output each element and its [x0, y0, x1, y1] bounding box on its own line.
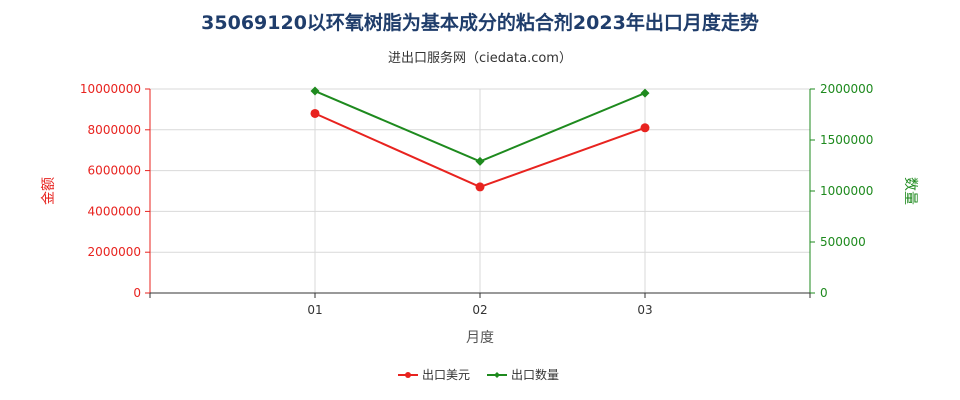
y-axis-label-left: 金额: [41, 177, 57, 205]
y-tick-left-label: 6000000: [88, 164, 141, 178]
y-axis-label-right: 数量: [902, 177, 918, 205]
legend-marker: [494, 372, 500, 378]
y-tick-left-label: 4000000: [88, 204, 141, 218]
legend-label: 出口美元: [422, 368, 470, 382]
y-tick-right-label: 2000000: [820, 82, 873, 96]
y-tick-right-label: 1500000: [820, 133, 873, 147]
legend: 出口美元 出口数量: [398, 367, 559, 382]
y-tick-left-label: 8000000: [88, 123, 141, 137]
x-axis-label: 月度: [466, 330, 494, 346]
y-tick-right-label: 1000000: [820, 184, 873, 198]
tick-labels: 0 2000000 4000000 6000000 8000000 10000000 0 50…: [80, 82, 874, 317]
x-tick-label: 03: [637, 303, 652, 317]
data-point-quantity: [640, 88, 650, 98]
data-point-amount: [640, 123, 650, 133]
y-tick-left-label: 2000000: [88, 245, 141, 259]
legend-marker: [405, 372, 411, 378]
chart-subtitle: 进出口服务网（ciedata.com）: [388, 50, 572, 66]
y-tick-left-label: 0: [133, 286, 141, 300]
y-tick-right-label: 500000: [820, 235, 866, 249]
chart-title: 35069120以环氧树脂为基本成分的粘合剂2023年出口月度走势: [201, 11, 759, 34]
data-point-amount: [475, 182, 485, 192]
data-point-quantity: [310, 86, 320, 96]
y-tick-right-label: 0: [820, 286, 828, 300]
data-point-quantity: [475, 156, 485, 166]
x-tick-label: 02: [472, 303, 487, 317]
x-tick-label: 01: [307, 303, 322, 317]
series: [310, 86, 650, 192]
data-point-amount: [310, 108, 320, 118]
legend-label: 出口数量: [511, 367, 559, 382]
y-tick-left-label: 10000000: [80, 82, 141, 96]
